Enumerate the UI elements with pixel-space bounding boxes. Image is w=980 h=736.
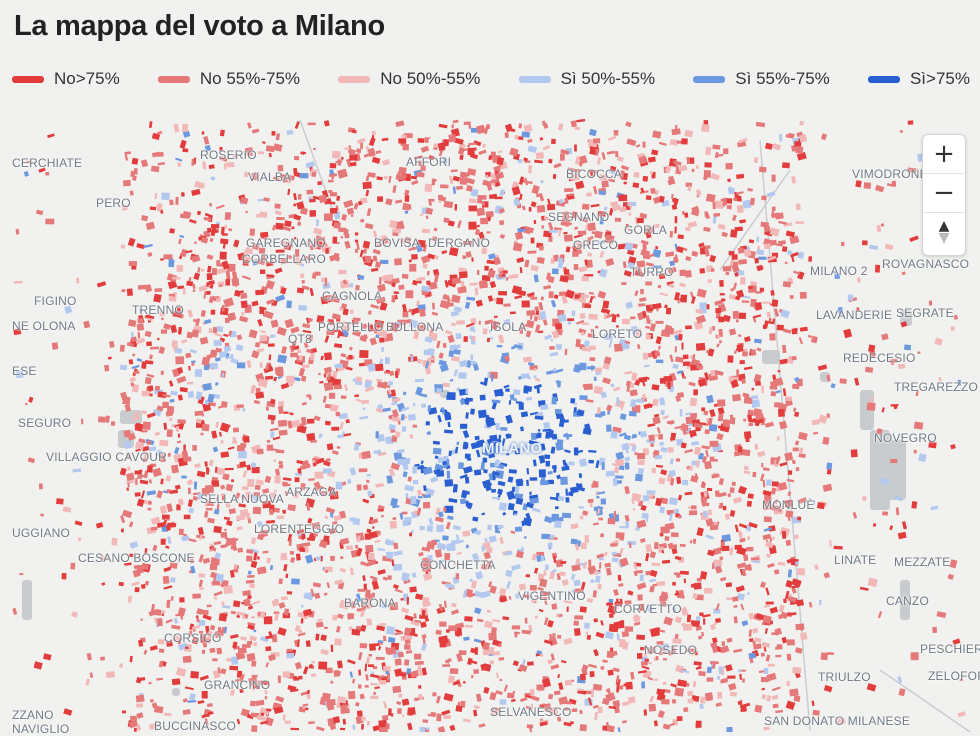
place-label: ESE	[12, 364, 37, 378]
city-label: MILANO	[482, 440, 543, 457]
legend: No>75% No 55%-75% No 50%-55% Sì 50%-55% …	[12, 66, 970, 92]
place-label: PESCHIERA	[920, 642, 980, 656]
place-label: LORETO	[592, 327, 643, 341]
legend-item: Sì 50%-55%	[518, 69, 656, 89]
place-label: UGGIANO	[12, 526, 71, 540]
legend-swatch	[867, 75, 900, 83]
place-label: NAVIGLIO	[12, 722, 70, 736]
place-label: TREGAREZZO	[894, 380, 979, 394]
place-label: MILANO 2	[810, 264, 868, 278]
place-label: TRIULZO	[818, 670, 871, 684]
place-label: CESANO BOSCONE	[78, 551, 195, 565]
legend-label: Sì>75%	[909, 69, 970, 88]
place-label: DERGANO	[428, 236, 491, 250]
place-label: CORSICO	[164, 631, 222, 645]
zoom-in-button[interactable]: +	[923, 135, 965, 174]
place-label: SELVANESCO	[490, 705, 572, 719]
place-label: GAREGNANO	[246, 236, 326, 250]
place-label: CORVETTO	[614, 602, 682, 616]
place-label: BARONA	[344, 596, 396, 610]
place-label: VIALBA	[248, 170, 292, 184]
place-label: VIGENTINO	[518, 589, 586, 603]
place-label: CERCHIATE	[12, 156, 83, 170]
map-title: La mappa del voto a Milano	[14, 10, 385, 42]
place-label: CONCHETTA	[420, 558, 496, 572]
legend-swatch	[157, 75, 190, 83]
place-label: AFFORI	[406, 155, 452, 169]
place-label: SEGURO	[18, 416, 72, 430]
place-label: LINATE	[834, 553, 877, 567]
place-label: ISOLA	[490, 320, 527, 334]
map-canvas[interactable]	[0, 110, 980, 732]
legend-label: Sì 55%-75%	[735, 69, 830, 88]
place-label: BULLONA	[386, 320, 444, 334]
place-label: ZELOFOR	[928, 669, 980, 683]
place-label: PERO	[96, 196, 131, 210]
place-label: VIMODRONE	[852, 167, 928, 181]
place-label: ZZANO	[12, 708, 54, 722]
legend-item: No>75%	[12, 69, 120, 89]
place-label: MONLUÈ	[762, 498, 815, 512]
compass-icon: ▲	[938, 218, 950, 234]
place-label: BICOCCA	[566, 167, 623, 181]
legend-item: No 50%-55%	[338, 69, 480, 89]
place-label: PORTELLO	[318, 320, 384, 334]
place-label: SAN DONATO MILANESE	[764, 714, 911, 728]
legend-label: Sì 50%-55%	[560, 69, 656, 88]
place-label: NOVEGRO	[874, 431, 937, 445]
place-label: GRANCINO	[204, 678, 271, 692]
place-label: TURRO	[630, 265, 674, 279]
legend-swatch	[693, 75, 726, 83]
legend-label: No>75%	[54, 69, 120, 88]
place-label: GORLA	[624, 223, 668, 237]
place-label: QT8	[288, 332, 312, 346]
legend-item: No 55%-75%	[157, 69, 301, 89]
place-label: BOVISA	[374, 236, 420, 250]
legend-item: Sì 55%-75%	[693, 69, 830, 89]
legend-label: No 55%-75%	[199, 69, 301, 88]
zoom-control: + − ▲ ▼	[922, 134, 966, 256]
legend-swatch	[518, 75, 551, 83]
place-label: REDECESIO	[843, 351, 916, 365]
place-label: NE OLONA	[12, 319, 76, 333]
place-label: GRECO	[573, 238, 619, 252]
reset-north-button[interactable]: ▲ ▼	[923, 213, 965, 251]
legend-label: No 50%-55%	[380, 69, 481, 88]
vote-map[interactable]	[0, 110, 980, 732]
legend-item: Sì>75%	[867, 69, 970, 89]
gray-areas	[22, 240, 954, 696]
place-label: TRENNO	[132, 303, 184, 317]
place-label: SEGNANO	[548, 210, 610, 224]
vote-blocks	[12, 118, 966, 732]
zoom-out-button[interactable]: −	[923, 174, 965, 213]
place-label: BUCCINASCO	[154, 719, 237, 733]
place-label: NOSEDO	[644, 643, 698, 657]
place-label: MEZZATE	[894, 555, 951, 569]
legend-swatch	[338, 75, 371, 83]
place-label: SEGRATE	[896, 306, 954, 320]
place-label: ROVAGNASCO	[882, 257, 970, 271]
legend-swatch	[12, 75, 44, 83]
place-label: ARZAGA	[286, 485, 337, 499]
place-label: CANZO	[886, 594, 929, 608]
place-label: CORBELLARO	[242, 252, 327, 266]
place-label: SELLA NUOVA	[200, 492, 285, 506]
place-label: VILLAGGIO CAVOUR	[46, 450, 168, 464]
compass-tail-icon: ▼	[938, 230, 950, 246]
place-label: ROSERIO	[200, 148, 257, 162]
place-label: CAGNOLA	[322, 289, 383, 303]
place-label: LAVANDERIE	[816, 308, 893, 322]
place-label: LORENTEGGIO	[254, 522, 345, 536]
place-label: FIGINO	[34, 294, 77, 308]
